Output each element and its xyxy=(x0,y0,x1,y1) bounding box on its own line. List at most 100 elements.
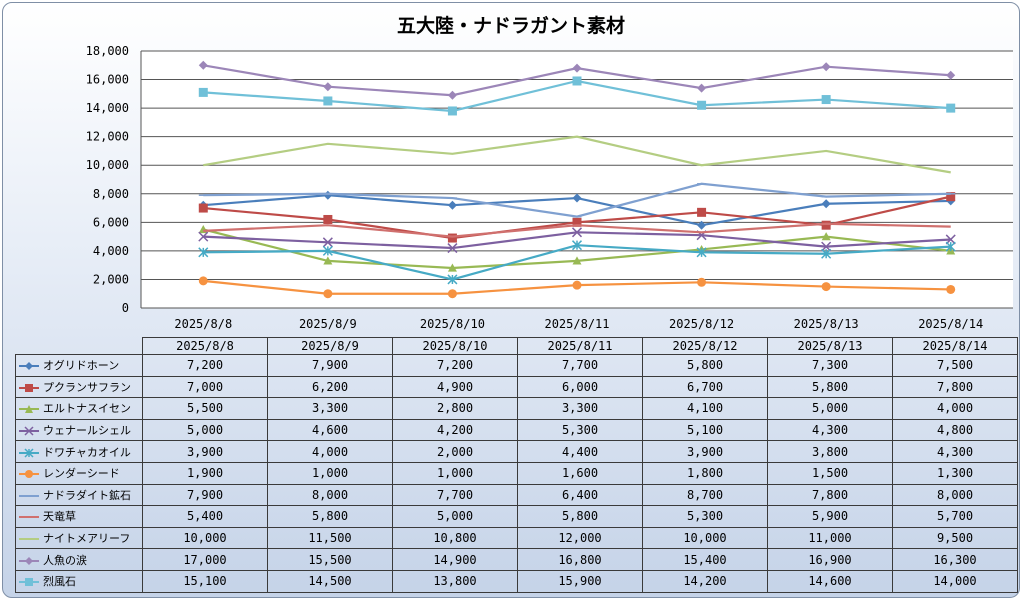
series-line xyxy=(198,60,956,100)
table-cell: 5,000 xyxy=(392,505,518,528)
x-tick-label: 2025/8/14 xyxy=(918,317,983,331)
series-name: 人魚の涙 xyxy=(43,553,87,567)
table-cell: 4,800 xyxy=(892,418,1018,442)
y-tick-label: 4,000 xyxy=(93,244,129,258)
data-point xyxy=(447,274,458,285)
legend-key-icon xyxy=(19,470,39,479)
table-cell: 7,500 xyxy=(892,354,1018,377)
data-point xyxy=(696,247,707,258)
table-cell: 1,900 xyxy=(142,461,268,485)
data-point xyxy=(447,200,457,210)
table-cell: 1,600 xyxy=(517,461,643,485)
series-name: 烈風石 xyxy=(43,575,76,589)
series-line xyxy=(198,76,956,116)
table-row: プクランサフラン 7,000 6,200 4,900 6,000 6,700 5,800 7,… xyxy=(15,375,1018,399)
table-cell: 7,200 xyxy=(142,354,268,377)
series-line xyxy=(198,182,956,218)
table-cell: 1,800 xyxy=(642,461,768,485)
data-point xyxy=(323,214,333,224)
chart-title: 五大陸・ナドラガント素材 xyxy=(396,15,625,37)
table-cell: 7,900 xyxy=(142,483,268,507)
series-legend-cell: プクランサフラン xyxy=(15,375,143,399)
table-cell: 13,800 xyxy=(392,569,518,593)
data-point xyxy=(697,220,707,230)
x-tick-label: 2025/8/12 xyxy=(669,317,734,331)
table-cell: 5,000 xyxy=(767,397,893,420)
series-legend-cell: オグリドホーン xyxy=(15,354,143,377)
legend-key-icon xyxy=(19,494,39,497)
data-point xyxy=(821,282,831,292)
series-path xyxy=(203,135,951,174)
y-tick-label: 10,000 xyxy=(86,158,129,172)
y-tick-label: 12,000 xyxy=(86,130,129,144)
data-point xyxy=(821,248,832,259)
data-point xyxy=(821,199,831,209)
legend-key-icon xyxy=(19,556,39,565)
table-cell: 2,000 xyxy=(392,440,518,463)
series-name: ナイトメアリーフ xyxy=(43,532,131,546)
legend-key-icon xyxy=(19,405,39,414)
table-row: エルトナスイセン 5,500 3,300 2,800 3,300 4,100 5,000 4,… xyxy=(15,397,1018,420)
table-cell: 5,700 xyxy=(892,505,1018,528)
table-row: 天竜草 5,400 5,800 5,000 5,800 5,300 5,900 5,700 xyxy=(15,505,1018,528)
legend-key-icon xyxy=(19,383,39,392)
table-cell: 8,700 xyxy=(642,483,768,507)
table-cell: 7,200 xyxy=(392,354,518,377)
table-header-row: 2025/8/8 2025/8/9 2025/8/10 2025/8/11 2025/8… xyxy=(15,337,1018,355)
legend-key-icon xyxy=(19,426,39,436)
table-cell: 15,500 xyxy=(267,548,393,571)
legend-key-icon xyxy=(19,578,39,587)
table-column-header: 2025/8/11 xyxy=(517,337,643,355)
y-tick-label: 0 xyxy=(122,301,129,315)
table-cell: 8,000 xyxy=(267,483,393,507)
data-point xyxy=(946,192,956,202)
series-name: ウェナールシェル xyxy=(43,424,131,438)
table-row: ナドラダイト鉱石 7,900 8,000 7,700 6,400 8,700 7,800 8,… xyxy=(15,483,1018,507)
table-cell: 1,000 xyxy=(392,461,518,485)
table-row: レンダーシード 1,900 1,000 1,000 1,600 1,800 1,500 1,3… xyxy=(15,461,1018,485)
data-point xyxy=(697,277,707,287)
table-cell: 3,900 xyxy=(142,440,268,463)
table-cell: 5,800 xyxy=(767,375,893,399)
series-line xyxy=(198,190,956,230)
table-column-header: 2025/8/8 xyxy=(142,337,268,355)
data-point xyxy=(447,289,457,299)
table-cell: 12,000 xyxy=(517,526,643,550)
data-table: 2025/8/8 2025/8/9 2025/8/10 2025/8/11 2025/8… xyxy=(15,337,1018,593)
table-cell: 8,000 xyxy=(892,483,1018,507)
table-cell: 4,400 xyxy=(517,440,643,463)
series-name: プクランサフラン xyxy=(43,380,131,394)
table-cell: 7,700 xyxy=(517,354,643,377)
series-path xyxy=(203,222,951,238)
table-cell: 17,000 xyxy=(142,548,268,571)
data-point xyxy=(572,217,582,227)
series-legend-cell: エルトナスイセン xyxy=(15,397,143,420)
series-name: 天竜草 xyxy=(43,510,76,524)
table-cell: 5,000 xyxy=(142,418,268,442)
data-point xyxy=(572,193,582,203)
x-tick-label: 2025/8/13 xyxy=(794,317,859,331)
data-point xyxy=(946,70,956,80)
series-name: ナドラダイト鉱石 xyxy=(43,488,131,502)
data-point xyxy=(821,62,831,72)
data-point xyxy=(946,103,956,113)
table-cell: 4,600 xyxy=(267,418,393,442)
table-cell: 4,200 xyxy=(392,418,518,442)
table-cell: 4,300 xyxy=(767,418,893,442)
table-row: 烈風石 15,100 14,500 13,800 15,900 14,200 14,600 1… xyxy=(15,569,1018,593)
table-corner xyxy=(15,337,143,355)
series-legend-cell: ドワチャカオイル xyxy=(15,440,143,463)
table-cell: 7,000 xyxy=(142,375,268,399)
table-cell: 4,900 xyxy=(392,375,518,399)
data-point xyxy=(821,241,832,252)
table-row: ナイトメアリーフ 10,000 11,500 10,800 12,000 10,000 11… xyxy=(15,526,1018,550)
data-point xyxy=(447,233,457,243)
legend-key-icon xyxy=(19,448,39,458)
data-point xyxy=(322,245,333,256)
table-cell: 5,800 xyxy=(642,354,768,377)
series-name: ドワチャカオイル xyxy=(43,445,131,459)
table-cell: 3,800 xyxy=(767,440,893,463)
series-line xyxy=(203,222,951,238)
legend-key-icon xyxy=(19,516,39,519)
line-chart: 0 2,000 4,000 6,000 8,000 10,000 12,000 14,000 1… xyxy=(86,44,1013,331)
